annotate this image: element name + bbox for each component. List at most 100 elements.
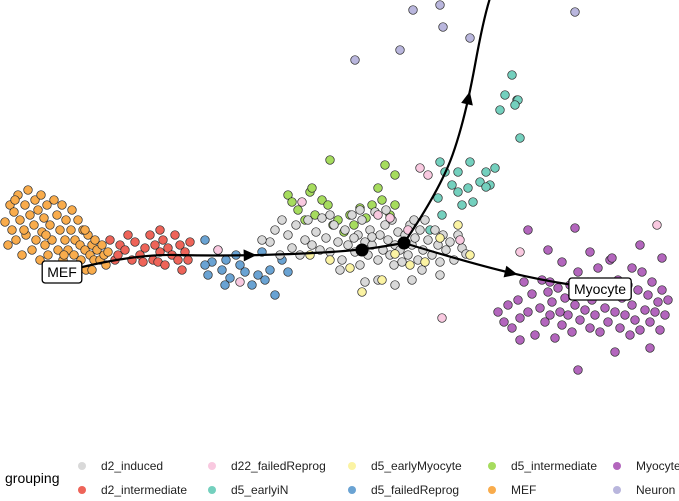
point-neuron	[408, 5, 418, 15]
point-mef	[73, 215, 83, 225]
legend-key-d5-earlyin	[208, 486, 216, 494]
point-myocyte	[499, 317, 509, 327]
point-mef	[3, 240, 13, 250]
point-mef	[11, 235, 21, 245]
point-mef	[33, 205, 43, 215]
point-d5-failedreprog	[240, 267, 250, 277]
point-mef	[97, 240, 107, 250]
point-d2-induced	[325, 210, 335, 220]
point-d2-intermediate	[123, 230, 133, 240]
point-d2-induced	[397, 257, 407, 267]
point-d5-earlyin	[481, 167, 491, 177]
point-mef	[10, 195, 20, 205]
point-d2-induced	[383, 235, 393, 245]
point-d2-induced	[355, 205, 365, 215]
trajectory-paths	[61, 0, 601, 291]
point-myocyte	[547, 297, 557, 307]
legend-label-d2-intermediate: d2_intermediate	[101, 483, 187, 497]
point-d5-failedreprog	[200, 235, 210, 245]
legend-label-mef: MEF	[511, 483, 536, 497]
point-d5-earlyin	[453, 187, 463, 197]
point-d2-induced	[420, 215, 430, 225]
point-d2-induced	[333, 237, 343, 247]
point-myocyte	[515, 335, 525, 345]
point-d2-induced	[303, 215, 313, 225]
point-myocyte	[530, 330, 540, 340]
point-d5-intermediate	[390, 170, 400, 180]
point-myocyte	[527, 289, 537, 299]
trajectory-neuron	[403, 0, 491, 244]
legend-key-d5-earlymyocyte	[348, 462, 356, 470]
point-d22-failedreprog	[373, 210, 383, 220]
point-mef	[7, 225, 17, 235]
point-mef	[80, 225, 90, 235]
point-d5-failedreprog	[235, 260, 245, 270]
point-d2-induced	[307, 240, 317, 250]
point-d5-intermediate	[287, 197, 297, 207]
point-d5-earlyin	[510, 100, 520, 110]
point-d2-intermediate	[183, 255, 193, 265]
point-d5-intermediate	[293, 205, 303, 215]
point-mef	[61, 215, 71, 225]
milestone-label: Myocyte	[574, 281, 626, 297]
point-d5-earlyin	[433, 193, 443, 203]
point-d5-earlyin	[481, 182, 491, 192]
milestone-mef: MEF	[41, 260, 83, 284]
point-mef	[0, 217, 10, 227]
point-d5-earlyin	[507, 70, 517, 80]
point-d2-induced	[340, 225, 350, 235]
legend-key-mef	[488, 486, 496, 494]
milestone-box	[568, 277, 632, 301]
point-d5-earlymyocyte	[435, 233, 445, 243]
point-d2-induced	[380, 220, 390, 230]
point-myocyte	[610, 347, 620, 357]
point-myocyte	[625, 330, 635, 340]
point-mef	[69, 250, 79, 260]
point-mef	[103, 247, 113, 257]
point-d2-induced	[347, 210, 357, 220]
point-d5-earlyin	[463, 183, 473, 193]
point-myocyte	[557, 257, 567, 267]
milestone-box	[41, 260, 83, 284]
point-d5-earlymyocyte	[377, 275, 387, 285]
point-myocyte	[580, 305, 590, 315]
point-mef	[17, 250, 27, 260]
point-d5-earlymyocyte	[405, 260, 415, 270]
point-myocyte	[647, 277, 657, 287]
legend-key-neuron	[613, 486, 621, 494]
point-d5-earlyin	[453, 167, 463, 177]
point-d22-failedreprog	[652, 220, 662, 230]
point-d2-intermediate	[155, 225, 165, 235]
point-d5-failedreprog	[283, 267, 293, 277]
point-d2-intermediate	[163, 243, 173, 253]
point-myocyte	[615, 323, 625, 333]
point-d2-induced	[277, 215, 287, 225]
point-mef	[29, 220, 39, 230]
point-d2-intermediate	[158, 235, 168, 245]
point-myocyte	[507, 323, 517, 333]
point-d5-earlyin	[437, 210, 447, 220]
point-d5-intermediate	[323, 200, 333, 210]
point-d2-intermediate	[130, 237, 140, 247]
point-d5-earlyin	[475, 177, 485, 187]
point-d2-induced	[445, 237, 455, 247]
point-myocyte	[519, 277, 529, 287]
point-myocyte	[655, 325, 665, 335]
point-neuron	[438, 22, 448, 32]
point-myocyte	[555, 307, 565, 317]
point-myocyte	[523, 225, 533, 235]
point-mef	[47, 235, 57, 245]
legend-label-d5-failedreprog: d5_failedReprog	[371, 483, 459, 497]
point-myocyte	[560, 293, 570, 303]
point-d2-intermediate	[105, 235, 115, 245]
point-d5-failedreprog	[217, 265, 227, 275]
point-d22-failedreprog	[297, 197, 307, 207]
point-d5-earlyin	[495, 105, 505, 115]
point-myocyte	[627, 300, 637, 310]
legend-label-d5-intermediate: d5_intermediate	[511, 459, 597, 473]
legend-title: grouping	[5, 470, 60, 486]
point-d2-intermediate	[140, 243, 150, 253]
point-d2-induced	[441, 245, 451, 255]
point-d5-intermediate	[390, 200, 400, 210]
point-d5-earlyin	[490, 163, 500, 173]
